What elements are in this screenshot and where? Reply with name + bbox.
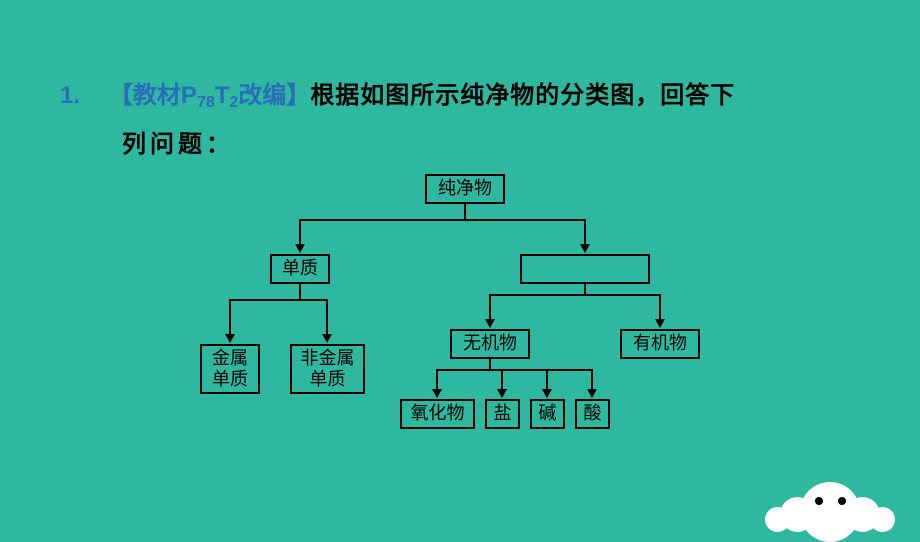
node-compound-blank xyxy=(520,254,650,284)
connector xyxy=(591,369,593,389)
connector xyxy=(299,219,586,221)
node-simple: 单质 xyxy=(270,254,330,284)
arrow-icon xyxy=(322,334,332,343)
arrow-icon xyxy=(655,319,665,328)
connector xyxy=(299,219,301,244)
connector xyxy=(501,369,503,389)
question-text-1: 根据如图所示纯净物的分类图，回答下 xyxy=(310,82,735,109)
connector xyxy=(489,294,661,296)
connector xyxy=(584,284,586,294)
arrow-icon xyxy=(497,389,507,398)
question-text-2: 列问题： xyxy=(122,124,860,159)
node-inorganic: 无机物 xyxy=(450,329,530,359)
arrow-icon xyxy=(587,389,597,398)
tree-diagram: 纯净物 单质 金属 单质 非金属 单质 无机物 有机物 氧化物 盐 碱 酸 xyxy=(150,174,770,454)
node-salt: 盐 xyxy=(485,399,520,429)
question-source-mid: T xyxy=(215,82,230,109)
connector xyxy=(546,369,548,389)
question-area: 1. 【教材P78T2改编】根据如图所示纯净物的分类图，回答下 列问题： xyxy=(0,0,920,159)
connector xyxy=(436,369,593,371)
arrow-icon xyxy=(225,334,235,343)
node-oxide: 氧化物 xyxy=(400,399,475,429)
node-organic: 有机物 xyxy=(620,329,700,359)
connector xyxy=(229,299,231,334)
connector xyxy=(229,299,328,301)
question-source-sub2: 2 xyxy=(229,94,238,111)
decoration-graphic xyxy=(760,467,900,517)
node-acid: 酸 xyxy=(575,399,610,429)
connector xyxy=(326,299,328,334)
arrow-icon xyxy=(432,389,442,398)
connector xyxy=(299,284,301,299)
connector xyxy=(489,294,491,319)
node-metal: 金属 单质 xyxy=(200,344,260,394)
arrow-icon xyxy=(295,244,305,253)
connector xyxy=(464,204,466,219)
question-source-prefix: 【教材P xyxy=(109,82,197,109)
arrow-icon xyxy=(580,244,590,253)
connector xyxy=(584,219,586,244)
connector xyxy=(659,294,661,319)
question-source-suffix: 改编】 xyxy=(238,82,310,109)
connector xyxy=(489,359,491,369)
connector xyxy=(436,369,438,389)
question-line1: 1. 【教材P78T2改编】根据如图所示纯净物的分类图，回答下 xyxy=(60,75,860,112)
node-root: 纯净物 xyxy=(425,174,505,204)
node-base: 碱 xyxy=(530,399,565,429)
arrow-icon xyxy=(542,389,552,398)
question-source-sub1: 78 xyxy=(197,94,215,111)
node-nonmetal: 非金属 单质 xyxy=(290,344,365,394)
arrow-icon xyxy=(485,319,495,328)
question-number: 1. xyxy=(60,82,80,109)
